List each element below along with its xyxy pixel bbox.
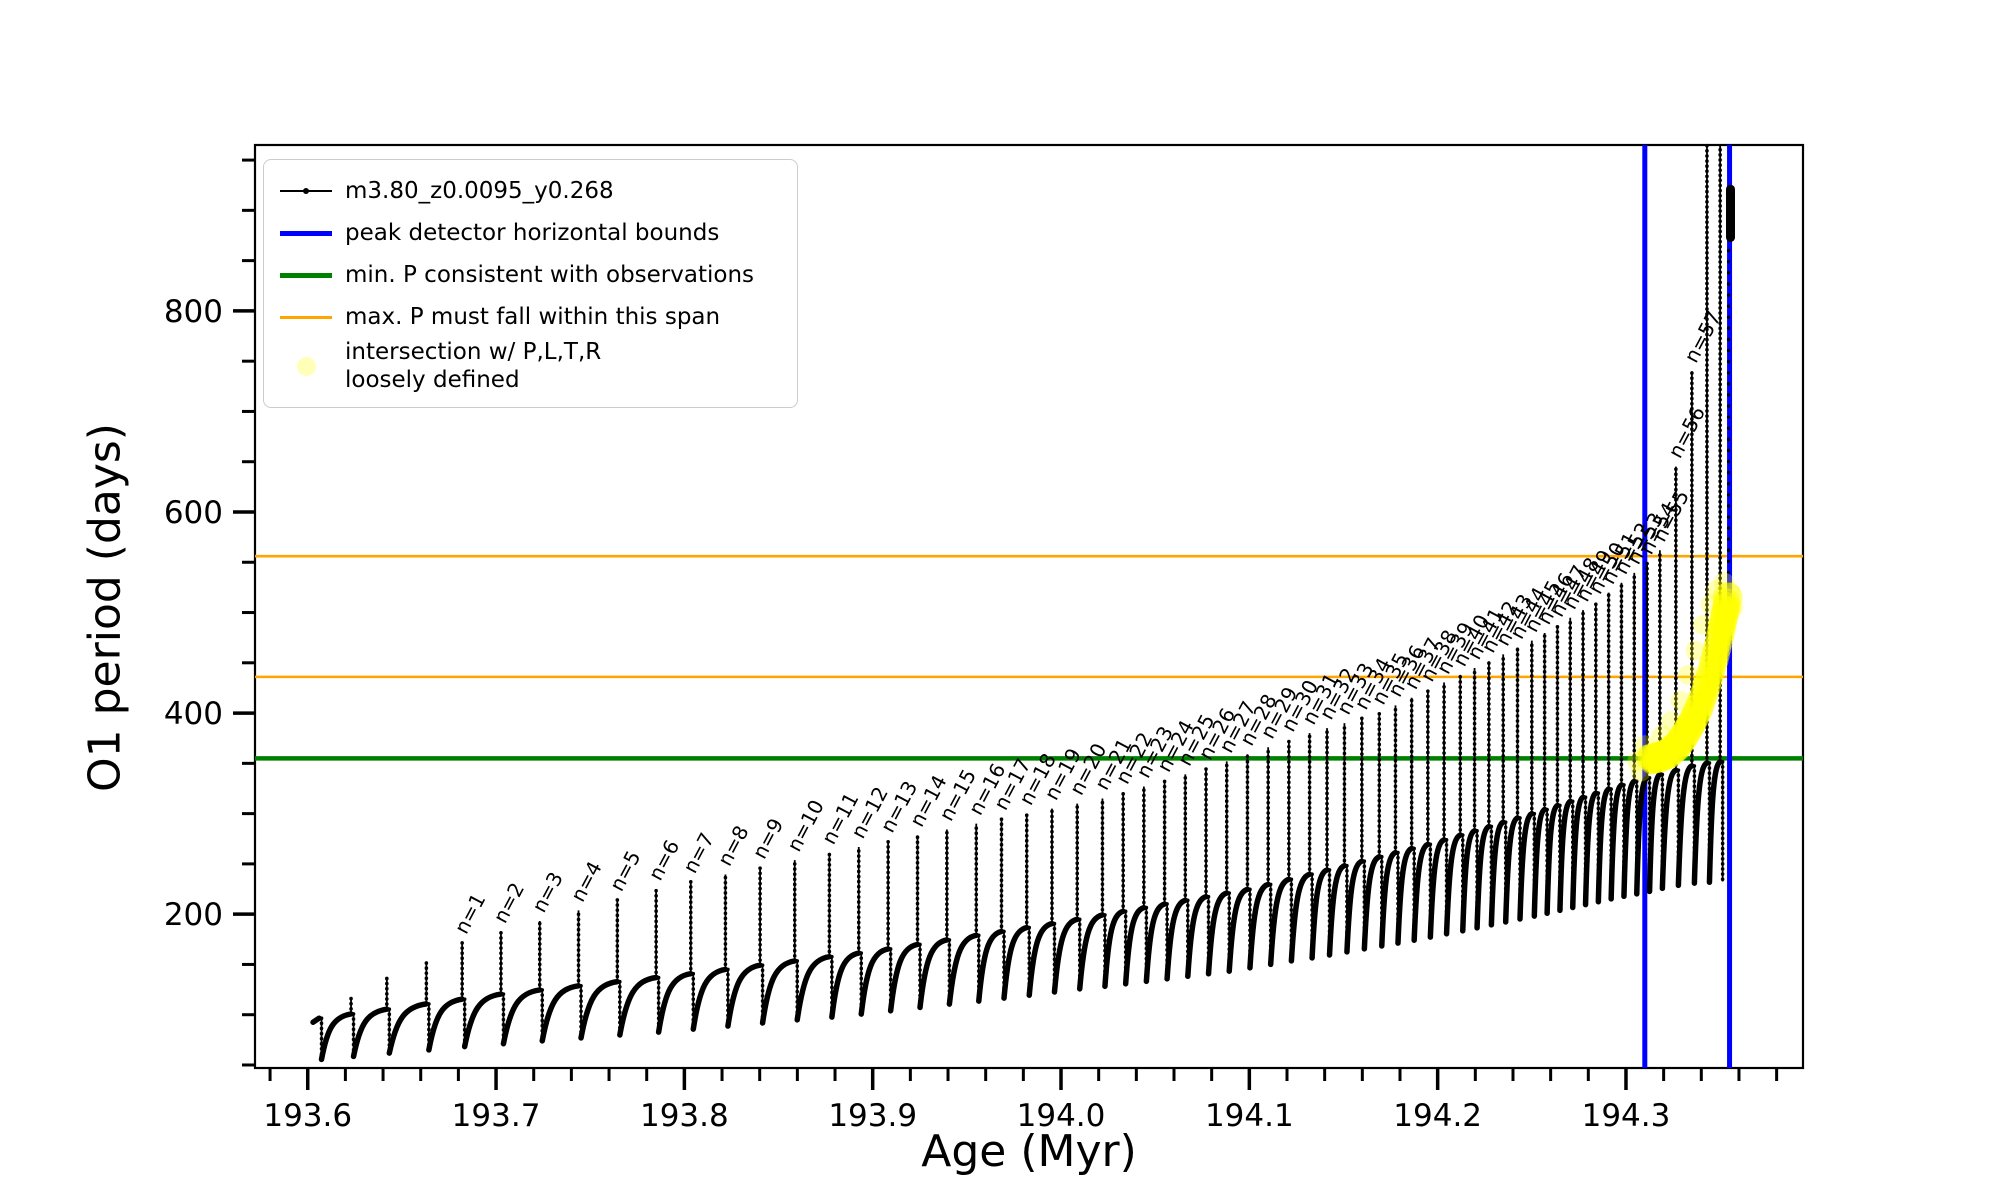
x-tick-label: 194.3 xyxy=(1582,1098,1671,1134)
intersection-outlier-point xyxy=(1713,572,1734,593)
y-axis-label: O1 period (days) xyxy=(79,423,131,792)
legend-line-icon xyxy=(280,272,332,278)
legend-entry-label: peak detector horizontal bounds xyxy=(345,220,720,246)
series-pulse-spike-dots xyxy=(317,143,1725,1062)
axis-ticks xyxy=(233,158,1779,1090)
y-tick-label: 800 xyxy=(164,294,223,330)
intersection-point xyxy=(1712,582,1743,613)
legend-entry-label: intersection w/ P,L,T,R loosely defined xyxy=(345,339,602,393)
pulse-label: n=4 xyxy=(566,857,607,906)
intersection-outlier-point xyxy=(1706,580,1727,601)
legend-entry: m3.80_z0.0095_y0.268 xyxy=(280,170,781,212)
pulse-label: n=2 xyxy=(488,879,529,928)
pulse-label: n=8 xyxy=(713,821,754,870)
pulse-label: n=9 xyxy=(747,814,788,863)
legend-entry-label: m3.80_z0.0095_y0.268 xyxy=(345,178,614,204)
legend-line-swatch xyxy=(280,315,332,319)
intersection-outlier-point xyxy=(1685,640,1706,661)
legend-line-icon xyxy=(280,188,332,194)
intersection-outlier-point xyxy=(1627,751,1648,772)
axis-tick-labels: 193.6 193.7 193.8 193.9 194.0 194.1 194.2 194.3… xyxy=(164,294,1671,1134)
y-tick-label: 200 xyxy=(164,897,223,933)
intersection-outlier-point xyxy=(1670,691,1691,712)
period-series-curve xyxy=(310,143,1735,1063)
pulse-label: n=6 xyxy=(643,836,684,885)
intersection-outlier-point xyxy=(1723,597,1744,618)
y-tick-label: 600 xyxy=(164,495,223,531)
pulse-label: n=56 xyxy=(1663,402,1710,462)
legend-line-swatch xyxy=(280,230,332,236)
series-smooth-segments xyxy=(310,759,1723,1063)
intersection-outlier-point xyxy=(1678,664,1699,685)
pulse-label: n=3 xyxy=(527,868,568,917)
intersection-outlier-point xyxy=(1631,761,1652,782)
x-tick-label: 193.9 xyxy=(828,1098,917,1134)
intersection-scatter xyxy=(1627,572,1744,782)
x-tick-label: 194.2 xyxy=(1393,1098,1482,1134)
legend-dot-marker-icon xyxy=(303,188,309,194)
legend-entry: max. P must fall within this span xyxy=(280,296,781,338)
intersection-outlier-point xyxy=(1700,594,1721,615)
x-tick-label: 193.7 xyxy=(452,1098,541,1134)
y-tick-label: 400 xyxy=(164,696,223,732)
legend-entry-label: min. P consistent with observations xyxy=(345,262,755,288)
legend-line-icon xyxy=(280,315,332,319)
x-tick-label: 194.1 xyxy=(1205,1098,1294,1134)
legend-marker-icon xyxy=(280,356,332,376)
plot-frame xyxy=(253,143,1805,1070)
intersection-outlier-point xyxy=(1661,711,1682,732)
intersection-outlier-point xyxy=(1642,753,1663,774)
intersection-outlier-point xyxy=(1720,582,1741,603)
intersection-outlier-point xyxy=(1651,725,1672,746)
intersection-outlier-point xyxy=(1634,735,1655,756)
legend-entry-label: max. P must fall within this span xyxy=(345,304,721,330)
x-axis-label: Age (Myr) xyxy=(921,1126,1137,1177)
pulse-label: n=7 xyxy=(678,829,719,878)
x-tick-label: 193.6 xyxy=(263,1098,352,1134)
x-tick-label: 194.0 xyxy=(1017,1098,1106,1134)
legend-line-swatch xyxy=(280,272,332,278)
x-tick-label: 193.8 xyxy=(640,1098,729,1134)
intersection-outlier-point xyxy=(1644,742,1665,763)
legend-entry: min. P consistent with observations xyxy=(280,254,781,296)
legend-line-icon xyxy=(280,230,332,236)
intersection-outlier-point xyxy=(1693,614,1714,635)
legend-entry: peak detector horizontal bounds xyxy=(280,212,781,254)
pulse-label: n=5 xyxy=(605,847,646,896)
axes-frame xyxy=(253,143,1805,1070)
pulse-label: n=1 xyxy=(449,889,490,938)
legend-entry: intersection w/ P,L,T,R loosely defined xyxy=(280,338,781,394)
intersection-marker-icon xyxy=(296,356,316,376)
